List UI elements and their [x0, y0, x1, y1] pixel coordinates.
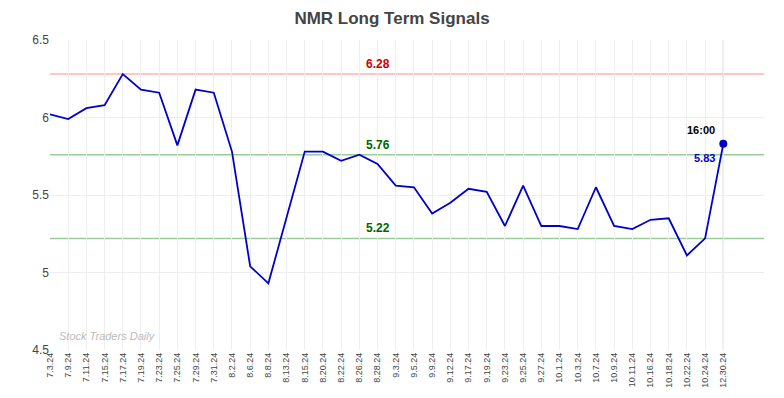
- svg-text:6.5: 6.5: [32, 33, 49, 47]
- svg-text:9.12.24: 9.12.24: [445, 353, 455, 383]
- svg-text:7.15.24: 7.15.24: [100, 353, 110, 383]
- svg-text:5.22: 5.22: [366, 221, 390, 235]
- svg-text:5.76: 5.76: [366, 138, 390, 152]
- svg-text:10.7.24: 10.7.24: [591, 353, 601, 383]
- svg-text:10.16.24: 10.16.24: [645, 353, 655, 388]
- svg-text:7.3.24: 7.3.24: [45, 353, 55, 378]
- svg-text:7.29.24: 7.29.24: [191, 353, 201, 383]
- svg-text:12.30.24: 12.30.24: [718, 353, 728, 388]
- svg-text:9.23.24: 9.23.24: [500, 353, 510, 383]
- svg-text:8.15.24: 8.15.24: [300, 353, 310, 383]
- svg-text:6.28: 6.28: [366, 57, 390, 71]
- svg-text:9.27.24: 9.27.24: [536, 353, 546, 383]
- svg-text:Stock Traders Daily: Stock Traders Daily: [59, 330, 156, 342]
- svg-text:7.31.24: 7.31.24: [209, 353, 219, 383]
- svg-text:10.3.24: 10.3.24: [573, 353, 583, 383]
- svg-text:7.25.24: 7.25.24: [172, 353, 182, 383]
- svg-text:5.83: 5.83: [694, 152, 715, 164]
- svg-text:6: 6: [42, 111, 49, 125]
- svg-text:10.18.24: 10.18.24: [664, 353, 674, 388]
- svg-text:7.9.24: 7.9.24: [63, 353, 73, 378]
- svg-text:8.8.24: 8.8.24: [263, 353, 273, 378]
- svg-text:10.9.24: 10.9.24: [609, 353, 619, 383]
- svg-text:9.3.24: 9.3.24: [391, 353, 401, 378]
- svg-text:10.11.24: 10.11.24: [627, 353, 637, 387]
- svg-text:8.22.24: 8.22.24: [336, 353, 346, 383]
- svg-text:8.26.24: 8.26.24: [354, 353, 364, 383]
- svg-text:9.17.24: 9.17.24: [463, 353, 473, 383]
- svg-text:8.28.24: 8.28.24: [372, 353, 382, 383]
- svg-text:7.19.24: 7.19.24: [136, 353, 146, 383]
- svg-text:8.20.24: 8.20.24: [318, 353, 328, 383]
- svg-text:8.13.24: 8.13.24: [281, 353, 291, 383]
- svg-text:10.1.24: 10.1.24: [554, 353, 564, 383]
- svg-text:10.24.24: 10.24.24: [700, 353, 710, 388]
- svg-text:4.5: 4.5: [32, 343, 49, 357]
- svg-text:10.22.24: 10.22.24: [682, 353, 692, 388]
- svg-text:16:00: 16:00: [687, 124, 715, 136]
- svg-text:7.17.24: 7.17.24: [118, 353, 128, 383]
- svg-text:NMR Long Term Signals: NMR Long Term Signals: [294, 9, 489, 28]
- svg-text:9.25.24: 9.25.24: [518, 353, 528, 383]
- svg-text:7.11.24: 7.11.24: [81, 353, 91, 382]
- svg-text:9.19.24: 9.19.24: [482, 353, 492, 383]
- svg-text:5: 5: [42, 266, 49, 280]
- svg-text:8.2.24: 8.2.24: [227, 353, 237, 378]
- svg-text:9.9.24: 9.9.24: [427, 353, 437, 378]
- svg-text:8.6.24: 8.6.24: [245, 353, 255, 378]
- svg-text:5.5: 5.5: [32, 188, 49, 202]
- svg-text:9.5.24: 9.5.24: [409, 353, 419, 378]
- svg-text:7.23.24: 7.23.24: [154, 353, 164, 383]
